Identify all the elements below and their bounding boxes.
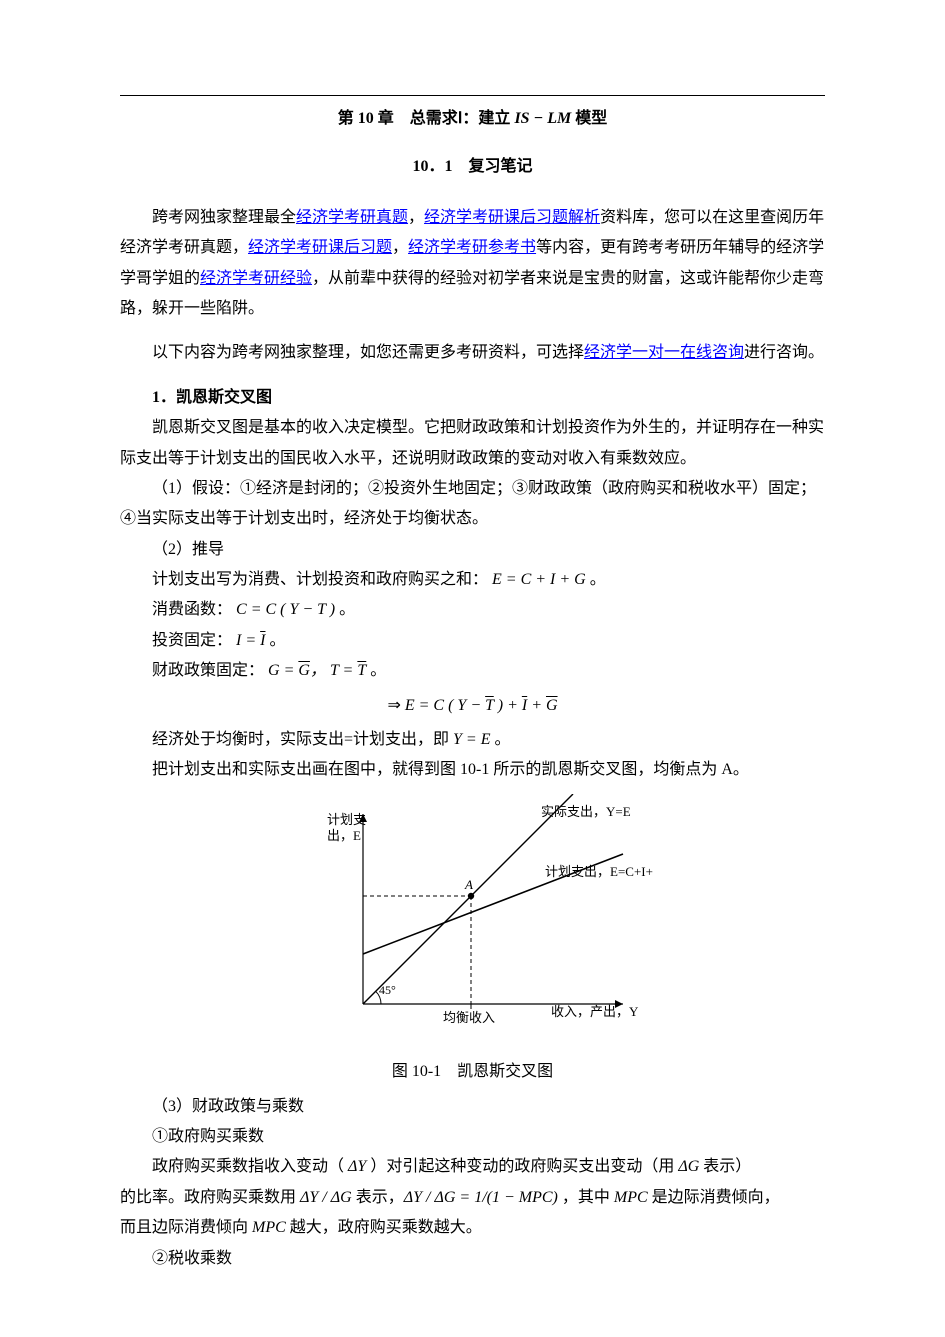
link-consult[interactable]: 经济学一对一在线咨询 bbox=[584, 344, 744, 361]
s3-p3: 而且边际消费倾向 MPC 越大，政府购买乘数越大。 bbox=[120, 1213, 825, 1243]
line-fiscal: 财政政策固定： G = G， T = T 。 bbox=[120, 656, 825, 686]
intro-p1-a: 跨考网独家整理最全 bbox=[152, 209, 296, 226]
s1-p2: （1）假设：①经济是封闭的；②投资外生地固定；③财政政策（政府购买和税收水平）固… bbox=[120, 474, 825, 535]
svg-text:实际支出，Y=E: 实际支出，Y=E bbox=[541, 804, 631, 819]
s3-p2-ratio: ΔY / ΔG bbox=[300, 1189, 352, 1206]
chapter-title-suffix: 模型 bbox=[571, 110, 607, 127]
eq-result-bar1: T bbox=[485, 697, 494, 714]
chapter-title-math: IS − LM bbox=[514, 110, 571, 127]
s3-p2-d: 是边际消费倾向， bbox=[648, 1189, 780, 1206]
svg-text:均衡收入: 均衡收入 bbox=[443, 1010, 495, 1025]
eq-result-b: ) + bbox=[494, 697, 522, 714]
s3-p3-a: 而且边际消费倾向 bbox=[120, 1219, 252, 1236]
svg-text:出，E: 出，E bbox=[327, 828, 361, 843]
eq-result-c: + bbox=[527, 697, 546, 714]
intro-p2: 以下内容为跨考网独家整理，如您还需更多考研资料，可选择经济学一对一在线咨询进行咨… bbox=[120, 338, 825, 368]
eq-invest-bar: I bbox=[260, 632, 265, 649]
s3-p3-b: 越大，政府购买乘数越大。 bbox=[286, 1219, 482, 1236]
p-fig-ref: 把计划支出和实际支出画在图中，就得到图 10-1 所示的凯恩斯交叉图，均衡点为 … bbox=[120, 755, 825, 785]
eq-invest-prefix: I = bbox=[236, 632, 260, 649]
s3-p1-dy: ΔY bbox=[348, 1158, 366, 1175]
s3-p2-a: 的比率。政府购买乘数用 bbox=[120, 1189, 300, 1206]
s3-p2-b: 表示， bbox=[352, 1189, 404, 1206]
eq-plan: E = C + I + G bbox=[492, 571, 586, 588]
eq-result: ⇒ E = C ( Y − T ) + I + G bbox=[120, 691, 825, 721]
s3-p1-c: 表示） bbox=[699, 1158, 751, 1175]
s3-p2-mpc: MPC bbox=[614, 1189, 648, 1206]
s3-p1-b: ）对引起这种变动的政府购买支出变动（用 bbox=[366, 1158, 678, 1175]
s3-p2: 的比率。政府购买乘数用 ΔY / ΔG 表示，ΔY / ΔG = 1/(1 − … bbox=[120, 1183, 825, 1213]
line-invest-label: 投资固定： bbox=[152, 632, 232, 649]
eq-invest: I = I bbox=[236, 632, 265, 649]
intro-p1-d: ， bbox=[392, 239, 408, 256]
link-exercise[interactable]: 经济学考研课后习题 bbox=[248, 239, 392, 256]
svg-text:A: A bbox=[464, 877, 473, 892]
line-consume: 消费函数： C = C ( Y − T ) 。 bbox=[120, 595, 825, 625]
eq-result-a: E = C ( Y − bbox=[405, 697, 485, 714]
link-experience[interactable]: 经济学考研经验 bbox=[200, 270, 312, 287]
intro-p2-a: 以下内容为跨考网独家整理，如您还需更多考研资料，可选择 bbox=[152, 344, 584, 361]
s1-p1: 凯恩斯交叉图是基本的收入决定模型。它把财政政策和计划投资作为外生的，并证明存在一… bbox=[120, 413, 825, 474]
eq-fiscal: G = G， T = T bbox=[268, 662, 366, 679]
document-page: 第 10 章 总需求Ⅰ：建立 IS − LM 模型 10．1 复习笔记 跨考网独… bbox=[0, 0, 945, 1337]
intro-p2-b: 进行咨询。 bbox=[744, 344, 824, 361]
figure-caption: 图 10-1 凯恩斯交叉图 bbox=[120, 1057, 825, 1087]
chapter-title-prefix: 第 10 章 总需求Ⅰ：建立 bbox=[338, 110, 515, 127]
s3-p1-dg: ΔG bbox=[678, 1158, 699, 1175]
line-consume-label: 消费函数： bbox=[152, 601, 232, 618]
eq-fiscal-b-bar: T bbox=[357, 662, 366, 679]
line-fiscal-label: 财政政策固定： bbox=[152, 662, 264, 679]
line-invest: 投资固定： I = I 。 bbox=[120, 626, 825, 656]
figure-keynes-cross: 45°A实际支出，Y=E计划支出，E=C+I+G计划支出，E收入，产出，Y均衡收… bbox=[120, 794, 825, 1088]
intro-p1-b: ， bbox=[408, 209, 424, 226]
eq-result-arrow: ⇒ bbox=[387, 697, 404, 714]
p-equil-a: 经济处于均衡时，实际支出=计划支出，即 bbox=[152, 731, 453, 748]
s3-sub1: ①政府购买乘数 bbox=[120, 1122, 825, 1152]
s3-p1-a: 政府购买乘数指收入变动（ bbox=[152, 1158, 348, 1175]
section-title: 10．1 复习笔记 bbox=[120, 152, 825, 182]
svg-text:计划支: 计划支 bbox=[327, 812, 366, 827]
link-reference-book[interactable]: 经济学考研参考书 bbox=[408, 239, 536, 256]
intro-block: 跨考网独家整理最全经济学考研真题，经济学考研课后习题解析资料库，您可以在这里查阅… bbox=[120, 203, 825, 325]
svg-text:收入，产出，Y: 收入，产出，Y bbox=[551, 1004, 639, 1019]
s1-p3: （2）推导 bbox=[120, 535, 825, 565]
eq-fiscal-a-prefix: G = bbox=[268, 662, 298, 679]
eq-equil: Y = E bbox=[453, 731, 490, 748]
s3-sub2: ②税收乘数 bbox=[120, 1244, 825, 1274]
s3-heading: （3）财政政策与乘数 bbox=[120, 1092, 825, 1122]
line-plan-label: 计划支出写为消费、计划投资和政府购买之和： bbox=[152, 571, 488, 588]
keynes-cross-svg: 45°A实际支出，Y=E计划支出，E=C+I+G计划支出，E收入，产出，Y均衡收… bbox=[293, 794, 653, 1044]
eq-fiscal-b-prefix: ， T = bbox=[310, 662, 357, 679]
link-exercise-analysis[interactable]: 经济学考研课后习题解析 bbox=[424, 209, 600, 226]
eq-fiscal-a-bar: G bbox=[298, 662, 310, 679]
chapter-title: 第 10 章 总需求Ⅰ：建立 IS − LM 模型 bbox=[120, 104, 825, 134]
link-exam-real[interactable]: 经济学考研真题 bbox=[296, 209, 408, 226]
p-equil-b: 。 bbox=[491, 731, 511, 748]
s3-p3-mpc: MPC bbox=[252, 1219, 286, 1236]
eq-result-bar3: G bbox=[546, 697, 558, 714]
svg-text:计划支出，E=C+I+G: 计划支出，E=C+I+G bbox=[545, 864, 653, 879]
intro-p1: 跨考网独家整理最全经济学考研真题，经济学考研课后习题解析资料库，您可以在这里查阅… bbox=[120, 203, 825, 325]
top-rule bbox=[120, 95, 825, 96]
line-plan: 计划支出写为消费、计划投资和政府购买之和： E = C + I + G 。 bbox=[120, 565, 825, 595]
eq-consume: C = C ( Y − T ) bbox=[236, 601, 335, 618]
s3-p2-eq: ΔY / ΔG = 1/(1 − MPC) bbox=[404, 1189, 558, 1206]
s3-p1: 政府购买乘数指收入变动（ ΔY ）对引起这种变动的政府购买支出变动（用 ΔG 表… bbox=[120, 1152, 825, 1182]
s3-p2-c: ，其中 bbox=[558, 1189, 614, 1206]
p-equil: 经济处于均衡时，实际支出=计划支出，即 Y = E 。 bbox=[120, 725, 825, 755]
intro-block-2: 以下内容为跨考网独家整理，如您还需更多考研资料，可选择经济学一对一在线咨询进行咨… bbox=[120, 338, 825, 368]
s1-heading: 1．凯恩斯交叉图 bbox=[120, 383, 825, 413]
